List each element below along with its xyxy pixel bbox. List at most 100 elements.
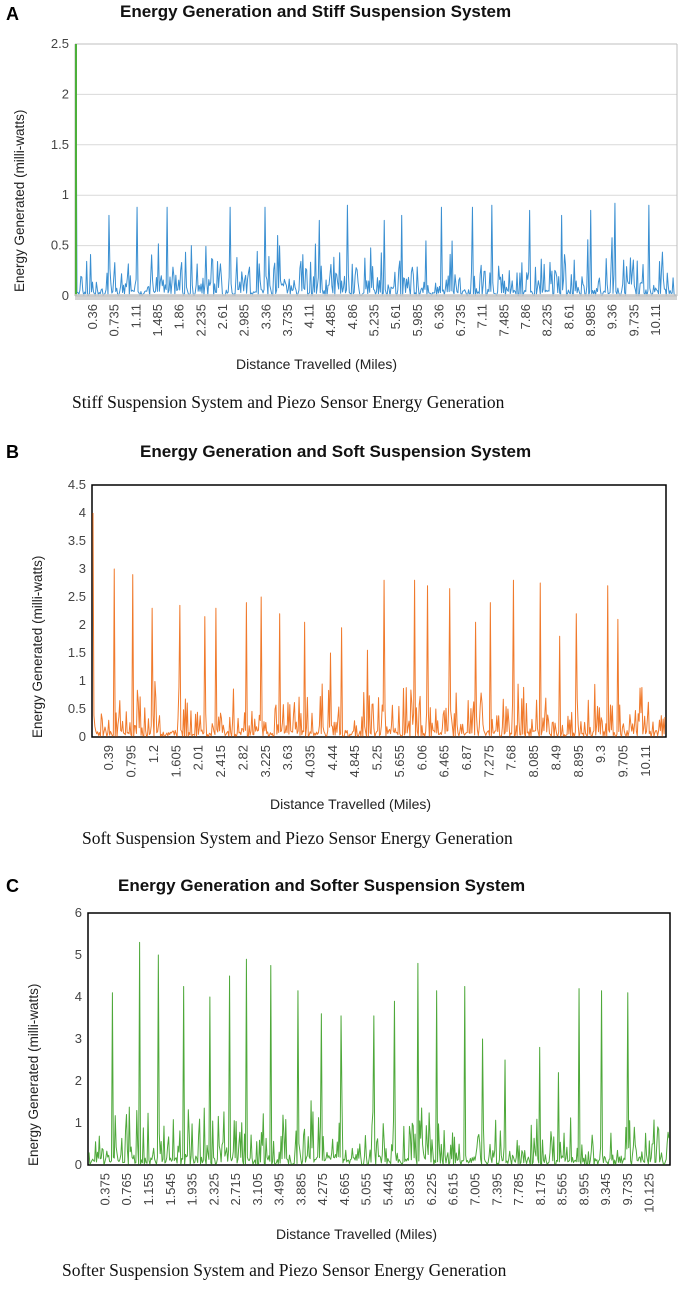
x-tick-label: 2.415: [213, 745, 228, 778]
y-tick-label: 4: [79, 505, 86, 520]
x-tick-label: 9.705: [616, 745, 631, 778]
y-tick-label: 2.5: [51, 36, 69, 51]
panel-letter: B: [6, 442, 19, 462]
x-tick-label: 6.06: [414, 745, 429, 770]
x-tick-label: 9.3: [593, 745, 608, 763]
x-axis-label: Distance Travelled (Miles): [270, 796, 432, 812]
y-tick-label: 4.5: [68, 477, 86, 492]
x-tick-label: 9.345: [598, 1173, 613, 1206]
x-tick-label: 7.785: [511, 1173, 526, 1206]
x-tick-label: 6.465: [437, 745, 452, 778]
x-tick-label: 7.86: [518, 304, 533, 329]
x-tick-label: 4.485: [323, 304, 338, 337]
x-tick-label: 5.835: [402, 1173, 417, 1206]
y-tick-label: 5: [75, 947, 82, 962]
x-tick-label: 10.11: [638, 745, 653, 777]
x-tick-label: 7.485: [496, 304, 511, 337]
y-tick-label: 0: [62, 288, 69, 303]
y-tick-label: 1.5: [68, 645, 86, 660]
y-tick-label: 1: [75, 1115, 82, 1130]
x-tick-label: 4.845: [347, 745, 362, 778]
chart-c: 0 1 2 3 4 5 6 0.375 0.765 1.155 1.545 1.935 2.325 2.7…: [75, 905, 671, 1213]
x-tick-label: 9.36: [605, 304, 620, 329]
x-tick-label: 3.495: [272, 1173, 287, 1206]
x-tick-label: 5.235: [366, 304, 381, 337]
x-tick-label: 0.375: [97, 1173, 112, 1206]
chart-b: 0 0.5 1 1.5 2 2.5 3 3.5 4 4.5 0.39 0.795 1.2 1.605 2.0…: [68, 477, 667, 778]
x-tick-label: 8.955: [576, 1173, 591, 1206]
y-tick-label: 3: [75, 1031, 82, 1046]
chart-a: 0 0.5 1 1.5 2 2.5 0.36 0.735 1.11 1.485 1.86 2.235 2…: [51, 36, 678, 337]
figure-caption: Softer Suspension System and Piezo Senso…: [62, 1260, 507, 1280]
y-tick-label: 1.5: [51, 137, 69, 152]
x-tick-label: 6.735: [453, 304, 468, 337]
x-tick-label: 2.985: [237, 304, 252, 337]
x-tick-label: 7.68: [504, 745, 519, 770]
x-tick-label: 1.11: [128, 304, 143, 328]
x-tick-label: 9.735: [620, 1173, 635, 1206]
y-tick-label: 4: [75, 989, 82, 1004]
x-axis-label: Distance Travelled (Miles): [276, 1226, 438, 1242]
x-tick-label: 3.105: [250, 1173, 265, 1206]
x-tick-label: 10.11: [648, 304, 663, 336]
y-tick-label: 1: [79, 673, 86, 688]
x-tick-label: 5.985: [410, 304, 425, 337]
x-tick-label: 5.445: [380, 1173, 395, 1206]
x-tick-label: 4.035: [302, 745, 317, 778]
x-tick-label: 6.615: [446, 1173, 461, 1206]
x-tick-label: 4.86: [345, 304, 360, 329]
x-tick-label: 5.25: [370, 745, 385, 770]
x-tick-label: 0.36: [85, 304, 100, 329]
y-tick-label: 0.5: [68, 701, 86, 716]
x-tick-label: 2.235: [193, 304, 208, 337]
x-tick-label: 5.61: [388, 304, 403, 329]
y-tick-label: 3: [79, 561, 86, 576]
y-tick-label: 1: [62, 187, 69, 202]
x-tick-label: 10.125: [642, 1173, 657, 1213]
x-tick-label: 3.735: [280, 304, 295, 337]
series-line: [88, 941, 670, 1166]
figure-caption: Soft Suspension System and Piezo Sensor …: [82, 828, 513, 848]
panel-b: B Energy Generation and Soft Suspension …: [0, 430, 692, 860]
x-tick-label: 8.61: [561, 304, 576, 329]
y-tick-label: 3.5: [68, 533, 86, 548]
y-tick-label: 0.5: [51, 238, 69, 253]
x-tick-label: 2.325: [206, 1173, 221, 1206]
series-line: [75, 43, 677, 297]
panel-letter: A: [6, 4, 19, 24]
x-tick-label: 1.935: [185, 1173, 200, 1206]
y-tick-label: 0: [75, 1157, 82, 1172]
x-tick-label: 8.49: [548, 745, 563, 770]
x-tick-label: 8.985: [583, 304, 598, 337]
x-tick-label: 6.87: [459, 745, 474, 770]
x-tick-label: 0.765: [119, 1173, 134, 1206]
x-tick-label: 1.485: [150, 304, 165, 337]
x-tick-label: 3.63: [280, 745, 295, 770]
x-tick-label: 2.82: [235, 745, 250, 770]
x-tick-label: 3.885: [293, 1173, 308, 1206]
x-tick-label: 4.44: [325, 745, 340, 770]
y-tick-label: 0: [79, 729, 86, 744]
y-tick-label: 2: [79, 617, 86, 632]
x-axis-label: Distance Travelled (Miles): [236, 356, 398, 372]
chart-title: Energy Generation and Stiff Suspension S…: [120, 2, 512, 21]
x-tick-label: 4.11: [302, 304, 317, 328]
y-tick-label: 2: [75, 1073, 82, 1088]
y-tick-label: 2.5: [68, 589, 86, 604]
series-line: [92, 512, 666, 738]
x-tick-label: 0.735: [107, 304, 122, 337]
x-tick-label: 7.005: [467, 1173, 482, 1206]
x-tick-label: 0.39: [101, 745, 116, 770]
x-tick-label: 8.175: [533, 1173, 548, 1206]
x-tick-label: 2.01: [191, 745, 206, 770]
x-tick-label: 8.895: [571, 745, 586, 778]
baseline-band: [75, 294, 677, 300]
x-tick-label: 2.715: [228, 1173, 243, 1206]
x-tick-label: 5.055: [359, 1173, 374, 1206]
x-tick-label: 8.085: [526, 745, 541, 778]
x-tick-label: 8.235: [540, 304, 555, 337]
y-tick-label: 6: [75, 905, 82, 920]
chart-title: Energy Generation and Softer Suspension …: [118, 876, 526, 895]
x-tick-label: 8.565: [555, 1173, 570, 1206]
x-tick-label: 1.545: [163, 1173, 178, 1206]
